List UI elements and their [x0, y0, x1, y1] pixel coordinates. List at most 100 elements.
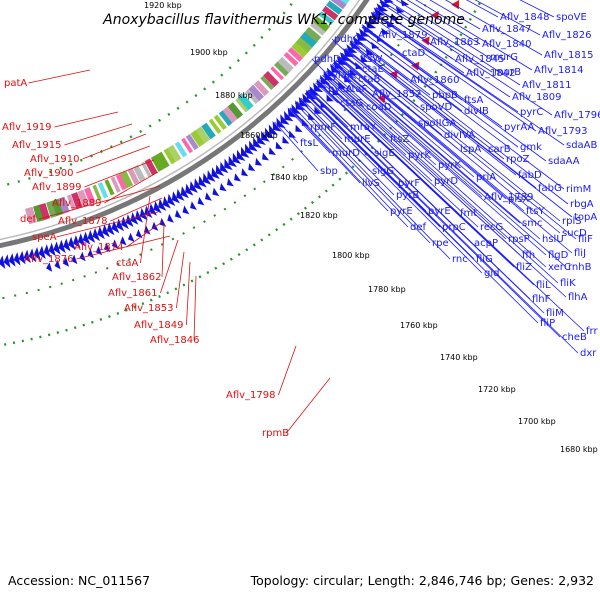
blue-leader-line [311, 58, 326, 73]
blue-gene-label: murD [332, 148, 360, 159]
topology-text: Topology: circular; Length: 2,846,746 bp… [250, 573, 594, 588]
cog-segment [110, 176, 121, 193]
forward-gene-arrow [255, 157, 263, 166]
blue-gene-label: ilvS [362, 178, 380, 189]
forward-gene-arrow [53, 241, 61, 255]
blue-gene-label: sbp [320, 166, 338, 177]
blue-leader-line [327, 69, 437, 166]
blue-leader-line [345, 47, 561, 222]
forward-gene-arrow [79, 251, 86, 262]
blue-gene-label: spoVE [556, 12, 587, 23]
blue-gene-label: ftsW [360, 54, 382, 65]
forward-gene-arrow [298, 96, 309, 107]
blue-leader-line [316, 80, 585, 332]
blue-gene-label: fliZ [516, 262, 532, 273]
forward-gene-arrow [249, 140, 258, 152]
forward-gene-arrow [236, 149, 246, 161]
forward-gene-arrow [253, 137, 262, 149]
cog-segment [166, 144, 182, 163]
blue-leader-line [465, 0, 499, 18]
blue-gene-label: carB [488, 144, 511, 155]
forward-gene-arrow [343, 75, 352, 83]
blue-gene-label: plsX [508, 194, 529, 205]
forward-gene-arrow [232, 152, 242, 165]
blue-leader-line [310, 87, 545, 314]
cog-segment [163, 148, 176, 165]
forward-gene-arrow [8, 253, 16, 267]
blue-leader-line [386, 0, 521, 86]
forward-gene-arrow [197, 196, 205, 206]
blue-leader-line [349, 42, 573, 218]
backbone-ring [0, 0, 361, 241]
blue-gene-label: fliL [536, 280, 551, 291]
cog-segment [236, 93, 254, 112]
blue-leader-line [334, 61, 357, 80]
forward-gene-arrow [371, 41, 380, 49]
blue-leader-line [320, 76, 407, 156]
blue-gene-label: fmt [460, 208, 477, 219]
forward-gene-arrow [189, 180, 198, 193]
cog-segment [140, 161, 152, 178]
cog-segment [201, 122, 216, 140]
cog-segment [270, 66, 285, 81]
cog-segment [46, 200, 57, 218]
blue-gene-label: dxr [580, 348, 597, 359]
cog-segment [33, 204, 44, 222]
red-leader-line [54, 111, 119, 128]
cog-segment [132, 164, 146, 182]
cog-segment [303, 26, 322, 44]
red-gene-label: Aflv_1862 [112, 272, 162, 283]
blue-leader-line [379, 1, 553, 116]
forward-gene-arrow [135, 229, 143, 239]
blue-gene-label: pycA [328, 84, 353, 95]
red-gene-label: speA [32, 232, 57, 243]
blue-leader-line [370, 15, 537, 132]
forward-gene-arrow [71, 254, 78, 265]
forward-gene-arrow [111, 239, 119, 249]
red-leader-line [176, 251, 185, 309]
forward-gene-arrow [257, 134, 266, 145]
red-gene-label: Aflv_1878 [58, 216, 108, 227]
blue-leader-line [296, 101, 451, 260]
blue-leader-line [331, 38, 345, 51]
blue-leader-line [276, 119, 299, 144]
blue-leader-line [361, 27, 463, 101]
blue-gene-label: ffh [522, 250, 535, 261]
forward-gene-arrow [28, 248, 36, 262]
forward-gene-arrow [219, 182, 227, 192]
cog-segment [194, 126, 211, 145]
cog-segment [174, 141, 188, 158]
red-label-leader-lines [28, 69, 331, 434]
forward-gene-arrow [103, 242, 111, 253]
cog-segment [127, 167, 140, 185]
cog-segment [310, 21, 326, 36]
blue-gene-label: priA [476, 172, 496, 183]
cog-segment [190, 130, 205, 148]
forward-gene-arrow [167, 213, 174, 223]
blue-gene-label: ctaE [362, 64, 384, 75]
blue-leader-line [337, 57, 507, 200]
forward-gene-arrow [106, 222, 115, 236]
cog-segment [119, 170, 134, 189]
blue-gene-label: lspA [460, 144, 481, 155]
blue-gene-label: Aflv_1796 [554, 110, 600, 121]
kbp-tick-label: 1920 kbp [144, 1, 182, 10]
blue-gene-label: pdhC [334, 34, 360, 45]
forward-gene-arrow [275, 141, 283, 150]
blue-gene-label: sigG [372, 166, 394, 177]
blue-gene-label: pyrD [434, 176, 458, 187]
blue-gene-label: pdhD [314, 54, 341, 65]
cog-segment [77, 189, 90, 207]
red-leader-line [56, 211, 159, 238]
blue-gene-label: Aflv_1860 [410, 75, 460, 86]
blue-leader-line [395, 0, 489, 58]
cog-segment [277, 56, 294, 74]
forward-gene-arrow [162, 196, 171, 209]
cog-segment [322, 5, 339, 21]
forward-gene-arrow [87, 229, 96, 243]
cog-segment [245, 89, 259, 104]
cog-segment [150, 155, 164, 172]
kbp-tick-label: 1740 kbp [440, 353, 478, 362]
blue-gene-label: ctaB [358, 74, 381, 85]
blue-leader-line [444, 0, 543, 56]
